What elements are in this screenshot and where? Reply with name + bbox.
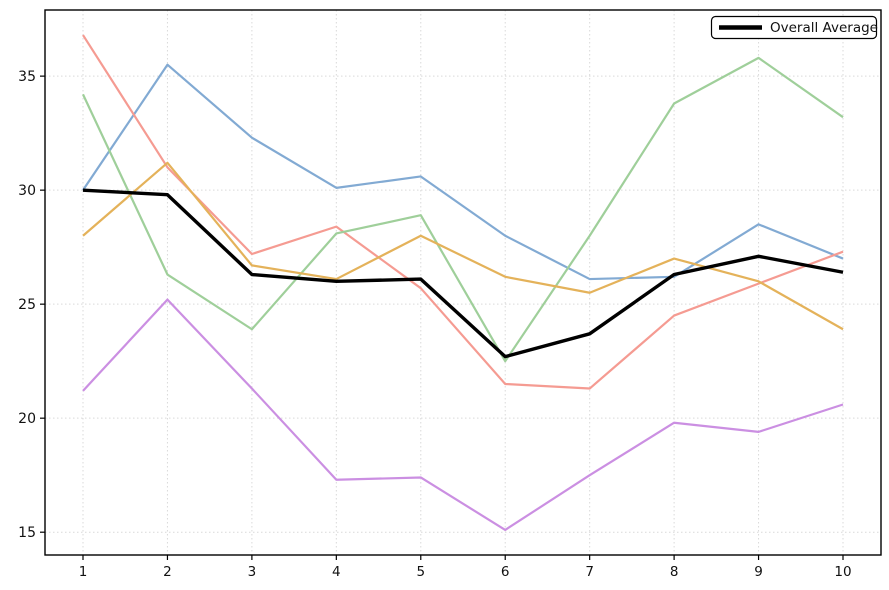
x-axis: 1 2 3 4 5 6 7 8 9 10 — [79, 555, 852, 580]
x-tick-label: 5 — [416, 564, 425, 580]
y-tick-label: 35 — [18, 69, 36, 85]
y-tick-label: 15 — [18, 525, 36, 541]
series-line-series-3 — [82, 56, 844, 363]
series-line-series-2 — [82, 34, 844, 390]
y-tick-label: 20 — [18, 411, 36, 427]
plot-area-frame — [44, 9, 882, 556]
y-axis: 15 20 25 30 35 — [18, 69, 45, 541]
x-tick-label: 3 — [248, 564, 257, 580]
series-line-series-5 — [82, 298, 844, 532]
grid — [45, 10, 881, 555]
x-tick-label: 10 — [834, 564, 851, 580]
series-line-overall-average — [82, 188, 844, 359]
legend-label: Overall Average — [770, 20, 878, 36]
series-line-series-4 — [82, 161, 844, 331]
y-tick-label: 25 — [18, 297, 36, 313]
x-tick-label: 2 — [163, 564, 172, 580]
x-tick-label: 4 — [332, 564, 341, 580]
x-tick-label: 1 — [79, 564, 88, 580]
legend: Overall Average — [710, 15, 878, 40]
x-tick-label: 9 — [754, 564, 763, 580]
series-line-series-1 — [82, 63, 844, 281]
y-tick-label: 30 — [18, 183, 36, 199]
series-lines — [82, 34, 844, 532]
legend-box — [710, 15, 878, 40]
x-tick-label: 8 — [670, 564, 679, 580]
x-tick-label: 6 — [501, 564, 510, 580]
x-tick-label: 7 — [585, 564, 594, 580]
